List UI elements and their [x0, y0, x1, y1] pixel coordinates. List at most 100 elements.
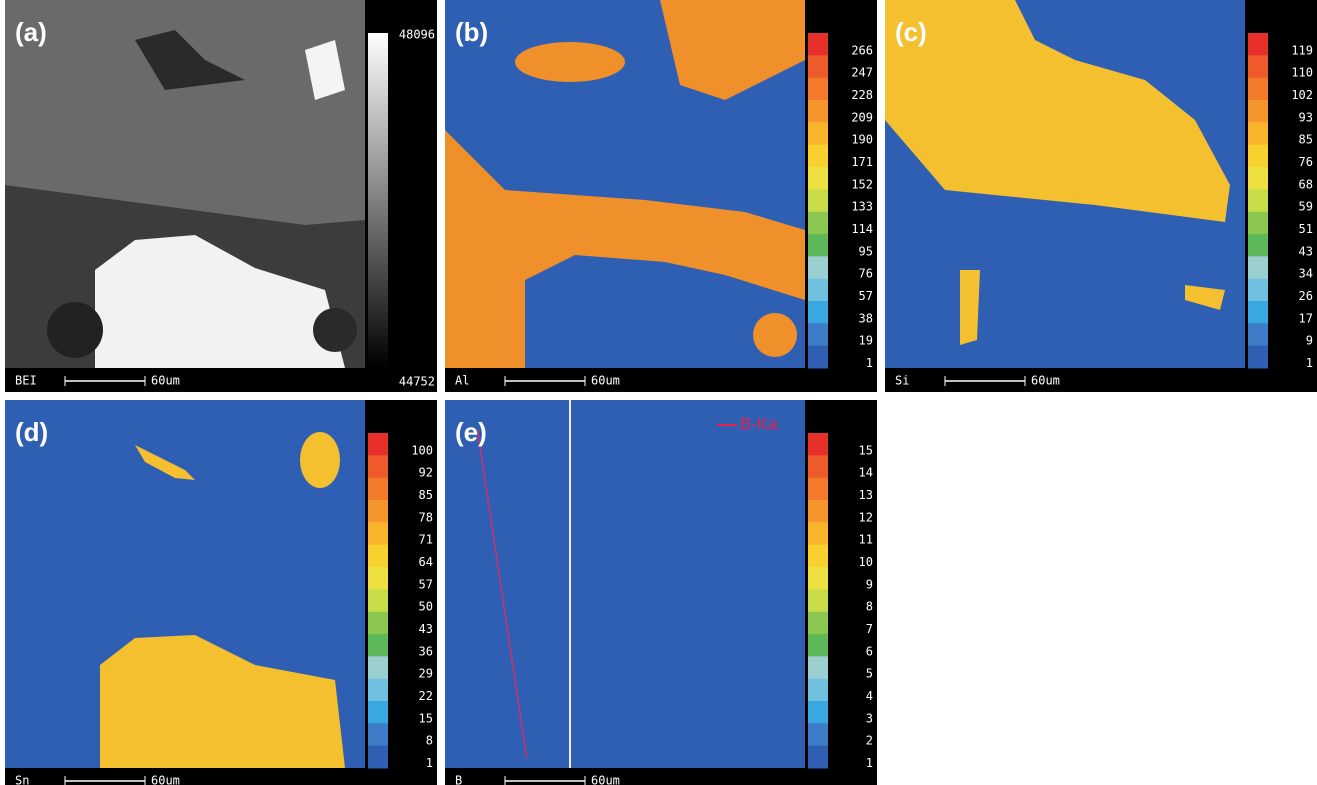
- colorbar-label: 95: [859, 244, 873, 258]
- colorbar-step: [368, 656, 388, 679]
- colorbar-step: [808, 256, 828, 279]
- colorbar-label: 93: [1299, 110, 1313, 124]
- colorbar: [368, 33, 388, 368]
- panel-label: (b): [455, 17, 488, 47]
- colorbar-label: 43: [1299, 244, 1313, 258]
- colorbar-label: 6: [866, 644, 873, 658]
- colorbar-step: [808, 500, 828, 523]
- colorbar-label: 15: [859, 443, 873, 457]
- element-name: BEI: [15, 374, 37, 388]
- panel-label: (e): [455, 417, 487, 447]
- figure: (a)BEI60um4809644752(b)Al60um26624722820…: [0, 0, 1317, 785]
- colorbar-label: 36: [419, 644, 433, 658]
- colorbar-step: [808, 701, 828, 724]
- colorbar-label: 15: [419, 711, 433, 725]
- colorbar-step: [1248, 55, 1268, 78]
- colorbar-label: 34: [1299, 267, 1313, 281]
- colorbar-step: [368, 612, 388, 635]
- colorbar-label: 85: [1299, 133, 1313, 147]
- colorbar-step: [808, 746, 828, 769]
- colorbar-label: 29: [419, 667, 433, 681]
- element-name: Al: [455, 374, 469, 388]
- colorbar-step: [808, 100, 828, 123]
- colorbar-label: 64: [419, 555, 433, 569]
- colorbar-step: [368, 478, 388, 501]
- panel-label: (c): [895, 17, 927, 47]
- colorbar-label: 17: [1299, 311, 1313, 325]
- phase: [753, 313, 797, 357]
- colorbar-step: [368, 723, 388, 746]
- colorbar-label: 1: [426, 756, 433, 770]
- colorbar-label: 9: [1306, 334, 1313, 348]
- colorbar-label: 71: [419, 533, 433, 547]
- colorbar-step: [808, 656, 828, 679]
- colorbar-label: 48096: [399, 28, 435, 42]
- panel: (a)BEI60um4809644752: [5, 0, 437, 392]
- colorbar-label: 76: [859, 267, 873, 281]
- colorbar-step: [808, 234, 828, 257]
- element-name: B: [455, 774, 462, 785]
- colorbar-label: 152: [851, 177, 873, 191]
- colorbar-step: [808, 145, 828, 168]
- colorbar-label: 59: [1299, 200, 1313, 214]
- panel: (d)Sn60um10092857871645750433629221581: [5, 400, 437, 785]
- colorbar-label: 26: [1299, 289, 1313, 303]
- colorbar-label: 68: [1299, 177, 1313, 191]
- phase: [47, 302, 103, 358]
- colorbar-step: [808, 679, 828, 702]
- scale-text: 60um: [1031, 374, 1060, 388]
- colorbar-label: 266: [851, 43, 873, 57]
- colorbar-step: [808, 545, 828, 568]
- colorbar-label: 8: [866, 600, 873, 614]
- colorbar-step: [808, 55, 828, 78]
- colorbar-label: 13: [859, 488, 873, 502]
- scale-text: 60um: [591, 774, 620, 785]
- colorbar-step: [808, 455, 828, 478]
- colorbar-step: [808, 522, 828, 545]
- colorbar-label: 92: [419, 466, 433, 480]
- colorbar-label: 8: [426, 734, 433, 748]
- colorbar-label: 171: [851, 155, 873, 169]
- colorbar-label: 100: [411, 443, 433, 457]
- colorbar-step: [1248, 212, 1268, 235]
- colorbar-label: 11: [859, 533, 873, 547]
- colorbar-label: 110: [1291, 66, 1313, 80]
- colorbar-label: 57: [419, 577, 433, 591]
- colorbar-label: 57: [859, 289, 873, 303]
- colorbar-step: [368, 589, 388, 612]
- colorbar-step: [808, 346, 828, 369]
- colorbar-step: [368, 522, 388, 545]
- colorbar-label: 4: [866, 689, 873, 703]
- colorbar-label: 43: [419, 622, 433, 636]
- colorbar-step: [1248, 33, 1268, 56]
- colorbar-step: [1248, 234, 1268, 257]
- scale-text: 60um: [151, 374, 180, 388]
- colorbar-label: 209: [851, 110, 873, 124]
- colorbar-step: [368, 634, 388, 657]
- colorbar-label: 2: [866, 734, 873, 748]
- panel-label: (a): [15, 17, 47, 47]
- colorbar-label: 76: [1299, 155, 1313, 169]
- colorbar-step: [368, 746, 388, 769]
- colorbar-label: 133: [851, 200, 873, 214]
- colorbar-step: [1248, 100, 1268, 123]
- colorbar-step: [368, 455, 388, 478]
- colorbar-step: [368, 545, 388, 568]
- colorbar-step: [808, 33, 828, 56]
- colorbar-step: [1248, 145, 1268, 168]
- element-name: Si: [895, 374, 909, 388]
- colorbar-step: [368, 567, 388, 590]
- colorbar-label: 9: [866, 577, 873, 591]
- scale-text: 60um: [591, 374, 620, 388]
- colorbar-label: 190: [851, 133, 873, 147]
- colorbar-step: [1248, 256, 1268, 279]
- colorbar-label: 51: [1299, 222, 1313, 236]
- phase: [313, 308, 357, 352]
- legend-text: B-Ka: [740, 414, 778, 433]
- colorbar-label: 247: [851, 66, 873, 80]
- colorbar-step: [1248, 189, 1268, 212]
- colorbar-step: [808, 189, 828, 212]
- colorbar-label: 85: [419, 488, 433, 502]
- colorbar-label: 12: [859, 510, 873, 524]
- colorbar-step: [1248, 323, 1268, 346]
